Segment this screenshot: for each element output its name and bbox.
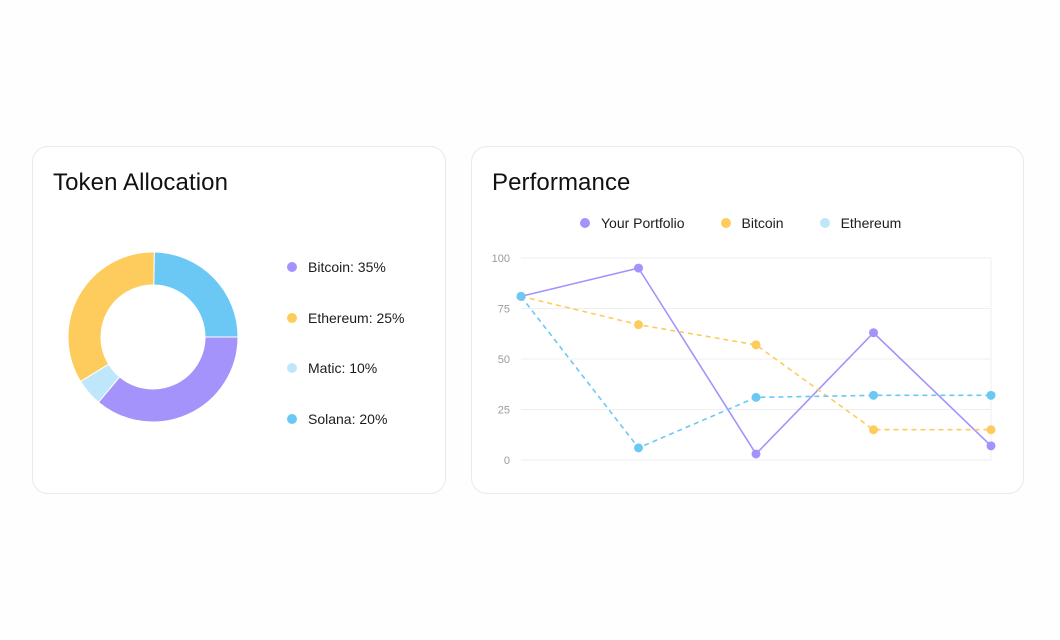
legend-item-bitcoin-series[interactable]: Bitcoin <box>720 215 784 231</box>
donut-slice-solana[interactable] <box>153 251 239 338</box>
legend-item-matic: Matic: 10% <box>287 358 405 378</box>
point-ethereum-1[interactable] <box>516 291 526 301</box>
legend-label-your-portfolio: Your Portfolio <box>601 215 685 231</box>
legend-label-bitcoin-series: Bitcoin <box>741 215 784 231</box>
point-your-portfolio-3[interactable] <box>751 449 761 459</box>
bitcoin-dot-icon <box>287 262 297 272</box>
point-ethereum-5[interactable] <box>986 390 996 400</box>
donut-slice-bitcoin[interactable] <box>97 336 239 423</box>
legend-label-ethereum: Ethereum: 25% <box>308 309 405 326</box>
performance-card: Performance Your Portfolio Bitcoin Ether… <box>471 146 1024 494</box>
legend-label-solana: Solana: 20% <box>308 410 388 427</box>
point-bitcoin-2[interactable] <box>634 320 643 330</box>
allocation-legend: Bitcoin: 35% Ethereum: 25% Matic: 10% So… <box>287 257 405 459</box>
performance-line-chart: 0 25 50 75 100 <box>492 253 996 467</box>
matic-dot-icon <box>287 363 297 373</box>
series-line-bitcoin[interactable] <box>520 295 991 431</box>
point-bitcoin-3[interactable] <box>751 340 761 350</box>
performance-title: Performance <box>492 169 631 196</box>
legend-label-ethereum-series: Ethereum <box>840 215 902 231</box>
y-tick-label: 50 <box>498 354 510 366</box>
legend-item-bitcoin: Bitcoin: 35% <box>287 257 405 277</box>
legend-label-bitcoin: Bitcoin: 35% <box>308 259 386 275</box>
portfolio-dot-icon <box>580 218 590 228</box>
y-tick-label: 75 <box>498 304 510 316</box>
legend-item-solana: Solana: 20% <box>287 409 405 429</box>
legend-label-matic: Matic: 10% <box>308 360 378 376</box>
token-allocation-title: Token Allocation <box>53 169 229 196</box>
point-your-portfolio-5[interactable] <box>986 441 996 451</box>
solana-dot-icon <box>287 413 297 424</box>
point-bitcoin-4[interactable] <box>869 425 878 435</box>
y-tick-label: 25 <box>498 405 510 417</box>
token-allocation-card: Token Allocation Bitcoin: 35% Ethereum: … <box>32 146 446 494</box>
y-tick-label: 0 <box>504 455 510 467</box>
performance-legend: Your Portfolio Bitcoin Ethereum <box>580 215 937 231</box>
ethereum-dot-icon <box>287 312 297 323</box>
point-ethereum-4[interactable] <box>869 390 878 400</box>
point-ethereum-3[interactable] <box>751 392 761 402</box>
bitcoin-series-dot-icon <box>720 218 731 228</box>
ethereum-series-dot-icon <box>819 218 830 228</box>
point-bitcoin-5[interactable] <box>986 425 996 435</box>
point-your-portfolio-4[interactable] <box>869 328 878 338</box>
series-line-ethereum[interactable] <box>520 295 991 449</box>
legend-item-ethereum-series[interactable]: Ethereum <box>819 215 902 231</box>
allocation-donut-chart <box>67 251 239 423</box>
point-ethereum-2[interactable] <box>634 443 643 453</box>
y-tick-label: 100 <box>492 253 510 265</box>
donut-slice-ethereum[interactable] <box>67 251 155 383</box>
legend-item-ethereum: Ethereum: 25% <box>287 308 405 328</box>
point-your-portfolio-2[interactable] <box>634 263 643 273</box>
series-line-your-portfolio[interactable] <box>520 267 992 456</box>
legend-item-your-portfolio[interactable]: Your Portfolio <box>580 215 685 231</box>
